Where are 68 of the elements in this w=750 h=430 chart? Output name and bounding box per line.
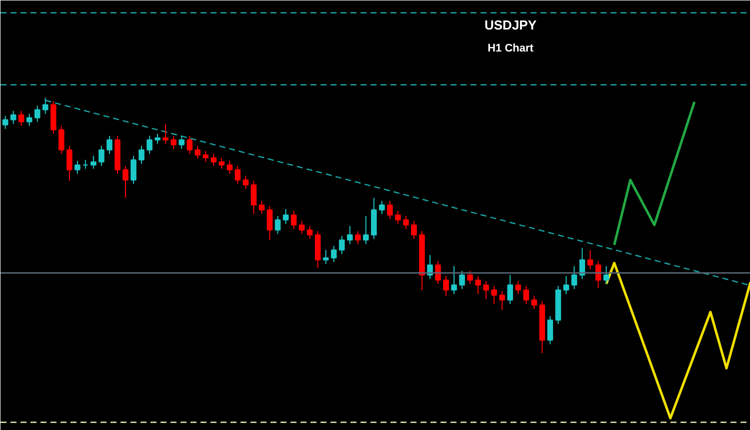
- candlestick: [274, 216, 281, 234]
- candlestick: [403, 216, 409, 230]
- candlestick: [603, 266, 610, 284]
- candlestick: [170, 135, 176, 150]
- candlestick: [443, 276, 449, 296]
- candlestick: [66, 145, 72, 182]
- candlestick: [387, 200, 393, 220]
- candlestick: [523, 285, 530, 305]
- candlestick: [42, 97, 48, 114]
- candlestick: [242, 175, 249, 190]
- candlestick: [258, 200, 265, 214]
- candlestick: [10, 110, 16, 124]
- candlestick: [547, 316, 554, 345]
- candlestick: [322, 249, 329, 265]
- candlestick: [26, 113, 32, 126]
- candlestick: [346, 225, 353, 245]
- candlestick: [330, 245, 337, 262]
- candlestick: [563, 276, 570, 295]
- candlestick: [226, 160, 233, 174]
- candlestick: [130, 155, 136, 184]
- candlestick: [90, 155, 96, 170]
- candlestick: [338, 235, 345, 255]
- candlestick: [290, 210, 297, 230]
- chart-title: USDJPY: [484, 18, 537, 32]
- candlestick: [395, 210, 401, 224]
- candlestick: [515, 280, 522, 295]
- candlestick: [475, 276, 481, 295]
- candlestick: [210, 153, 217, 166]
- candlestick: [354, 230, 361, 245]
- candlestick: [146, 135, 152, 154]
- candlestick: [266, 206, 273, 241]
- candlestick: [435, 260, 441, 284]
- candlestick: [491, 285, 497, 305]
- candlestick: [531, 295, 538, 310]
- candlestick: [74, 160, 80, 174]
- candlestick: [250, 180, 257, 214]
- candlestick: [499, 290, 506, 310]
- candlestick: [379, 200, 385, 214]
- candlestick: [162, 123, 168, 144]
- chart-subtitle: H1 Chart: [488, 42, 534, 54]
- candlestick: [451, 266, 457, 295]
- candlestick: [282, 208, 289, 224]
- candlestick: [467, 270, 473, 284]
- candlestick: [234, 165, 241, 184]
- candlestick: [306, 225, 313, 240]
- candlestick: [362, 216, 369, 245]
- candlestick: [298, 220, 305, 234]
- candlestick: [106, 135, 112, 154]
- candlestick: [58, 125, 64, 154]
- candlestick: [411, 220, 417, 240]
- candlestick: [587, 249, 594, 270]
- candlestick: [98, 145, 104, 166]
- candlestick: [154, 133, 160, 144]
- candlestick: [459, 270, 465, 290]
- candlestick: [122, 165, 128, 198]
- candlestick: [571, 266, 578, 290]
- candlestick: [194, 145, 201, 160]
- candlestick: [2, 115, 8, 130]
- candlestick: [178, 135, 184, 150]
- candlestick: [483, 280, 489, 300]
- candlestick: [34, 105, 40, 122]
- candlestick: [427, 254, 433, 280]
- candlestick: [507, 274, 514, 305]
- candlestick: [202, 150, 209, 162]
- candlestick: [218, 157, 225, 170]
- candlestick: [18, 110, 24, 126]
- candlestick: [138, 145, 144, 164]
- candlestick: [186, 135, 193, 154]
